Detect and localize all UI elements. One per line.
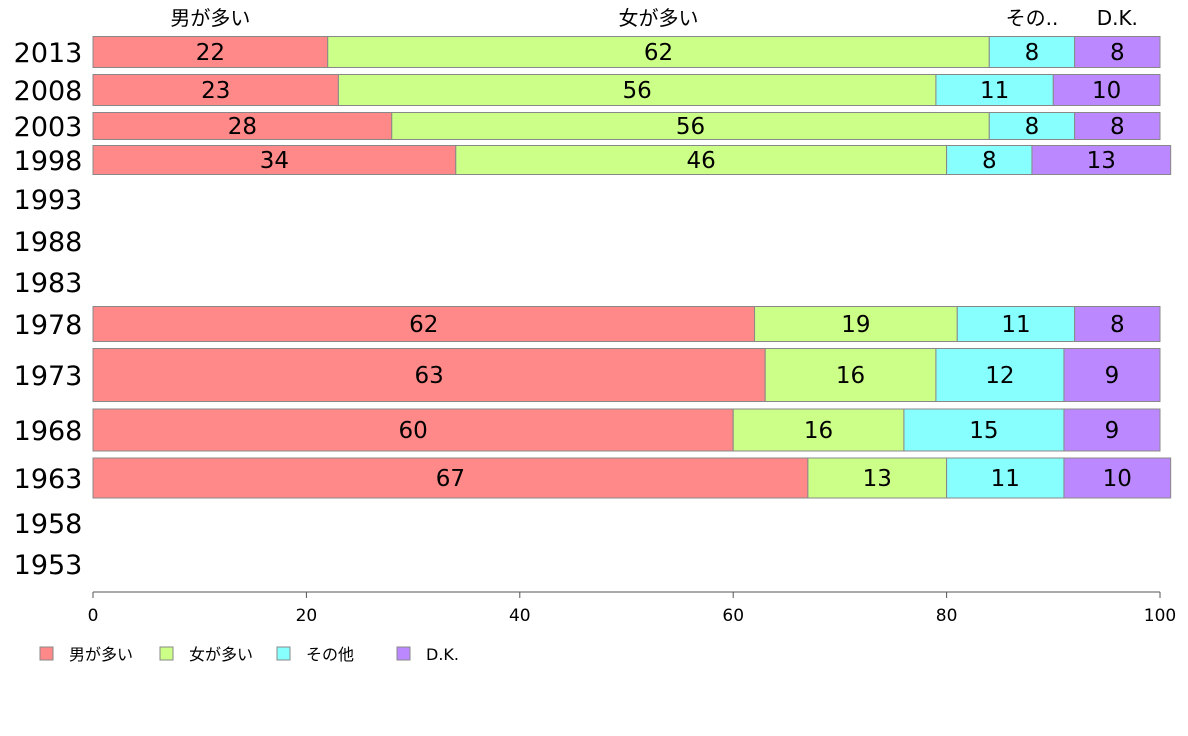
bar-1978-series-0: [92, 306, 756, 342]
x-tick-label-20: 20: [296, 606, 318, 626]
top-label-0: 男が多い: [170, 6, 250, 30]
data-label-1968-series-0: 60: [398, 418, 427, 444]
bar-1978-series-3: [1074, 306, 1161, 342]
bar-2013-series-0: [92, 36, 329, 68]
data-label-1968-series-1: 16: [804, 418, 833, 444]
data-label-1998-series-3: 13: [1087, 148, 1116, 174]
data-label-1978-series-3: 8: [1110, 312, 1125, 338]
bar-2013-series-2: [988, 36, 1076, 68]
data-label-1963-series-0: 67: [436, 466, 465, 492]
x-axis: 0 20 40 60 80 100: [88, 591, 1176, 626]
data-label-2003-series-3: 8: [1110, 114, 1125, 140]
data-label-2003-series-0: 28: [228, 114, 257, 140]
bar-1968-series-3: [1063, 408, 1161, 452]
bar-1973-series-1: [764, 348, 937, 402]
data-label-1998-series-1: 46: [687, 148, 716, 174]
data-label-1998-series-0: 34: [260, 148, 289, 174]
year-label-1958: 1958: [14, 509, 83, 540]
data-label-1968-series-2: 15: [969, 418, 998, 444]
data-label-1968-series-3: 9: [1105, 418, 1120, 444]
data-label-2013-series-1: 62: [644, 40, 673, 66]
year-label-1993: 1993: [14, 185, 83, 216]
year-label-1983: 1983: [14, 268, 83, 299]
bar-1978-series-2: [956, 306, 1076, 342]
bar-2003-series-3: [1074, 112, 1161, 140]
bar-1963-series-2: [946, 457, 1065, 499]
year-label-1973: 1973: [14, 361, 83, 392]
bar-2013-series-1: [327, 36, 990, 68]
data-label-1973-series-2: 12: [985, 363, 1014, 389]
data-label-2008-series-2: 11: [980, 78, 1009, 104]
data-label-2013-series-3: 8: [1110, 40, 1125, 66]
legend-label-2: その他: [306, 645, 354, 664]
bar-1973-series-3: [1063, 348, 1161, 402]
top-label-3: D.K.: [1097, 6, 1138, 30]
bar-1973-series-0: [92, 348, 766, 402]
data-label-1973-series-1: 16: [836, 363, 865, 389]
bar-1963-series-3: [1063, 457, 1172, 499]
x-tick-label-60: 60: [722, 606, 744, 626]
bar-1973-series-2: [935, 348, 1065, 402]
bar-2008-series-2: [935, 74, 1054, 106]
data-label-1998-series-2: 8: [982, 148, 997, 174]
data-label-2013-series-0: 22: [196, 40, 225, 66]
data-label-1973-series-3: 9: [1105, 363, 1120, 389]
data-label-2003-series-1: 56: [676, 114, 705, 140]
bar-2008-series-1: [337, 74, 937, 106]
data-label-2013-series-2: 8: [1025, 40, 1040, 66]
data-label-1978-series-0: 62: [409, 312, 438, 338]
bar-1978-series-1: [754, 306, 958, 342]
bar-1998-series-3: [1031, 145, 1172, 175]
legend-label-0: 男が多い: [69, 645, 133, 664]
data-label-1963-series-3: 10: [1103, 466, 1132, 492]
top-labels: 男が多い 女が多い その.. D.K.: [170, 6, 1138, 30]
legend-label-3: D.K.: [426, 645, 459, 664]
year-label-2013: 2013: [14, 38, 83, 69]
x-tick-label-0: 0: [88, 606, 99, 626]
legend-swatch-1: [159, 646, 174, 661]
legend-swatch-0: [39, 646, 54, 661]
bar-2008-series-3: [1052, 74, 1161, 106]
legend: 男が多い 女が多い その他 D.K.: [39, 645, 459, 664]
year-label-1968: 1968: [14, 416, 83, 447]
data-label-2008-series-3: 10: [1092, 78, 1121, 104]
x-tick-label-80: 80: [936, 606, 958, 626]
year-label-1963: 1963: [14, 464, 83, 495]
data-label-2008-series-1: 56: [623, 78, 652, 104]
top-label-1: 女が多い: [619, 6, 699, 30]
legend-label-1: 女が多い: [189, 645, 253, 664]
data-label-1978-series-1: 19: [841, 312, 870, 338]
data-label-2008-series-0: 23: [201, 78, 230, 104]
year-label-1998: 1998: [14, 146, 83, 177]
bar-1998-series-1: [455, 145, 948, 175]
bar-2003-series-1: [391, 112, 990, 140]
year-label-1988: 1988: [14, 227, 83, 258]
bars: 22 62 8 8 23 56 11 10 28 56 8 8 34 46 8 13 62 19 11 8 63 16 12…: [92, 36, 1172, 499]
legend-swatch-2: [276, 646, 291, 661]
data-label-1973-series-0: 63: [414, 363, 443, 389]
year-label-1953: 1953: [14, 550, 83, 581]
bar-2008-series-0: [92, 74, 339, 106]
bar-2013-series-3: [1074, 36, 1161, 68]
data-label-1978-series-2: 11: [1001, 312, 1030, 338]
bar-2003-series-0: [92, 112, 393, 140]
bar-1968-series-0: [92, 408, 734, 452]
x-tick-label-40: 40: [509, 606, 531, 626]
bar-1998-series-0: [92, 145, 457, 175]
x-tick-label-100: 100: [1144, 606, 1176, 626]
data-label-2003-series-2: 8: [1025, 114, 1040, 140]
year-label-2003: 2003: [14, 112, 83, 143]
data-label-1963-series-2: 11: [991, 466, 1020, 492]
top-label-2: その..: [1006, 6, 1059, 30]
bar-1963-series-0: [92, 457, 809, 499]
year-label-2008: 2008: [14, 76, 83, 107]
bar-1968-series-2: [903, 408, 1065, 452]
legend-swatch-3: [396, 646, 411, 661]
year-label-1978: 1978: [14, 310, 83, 341]
data-label-1963-series-1: 13: [863, 466, 892, 492]
